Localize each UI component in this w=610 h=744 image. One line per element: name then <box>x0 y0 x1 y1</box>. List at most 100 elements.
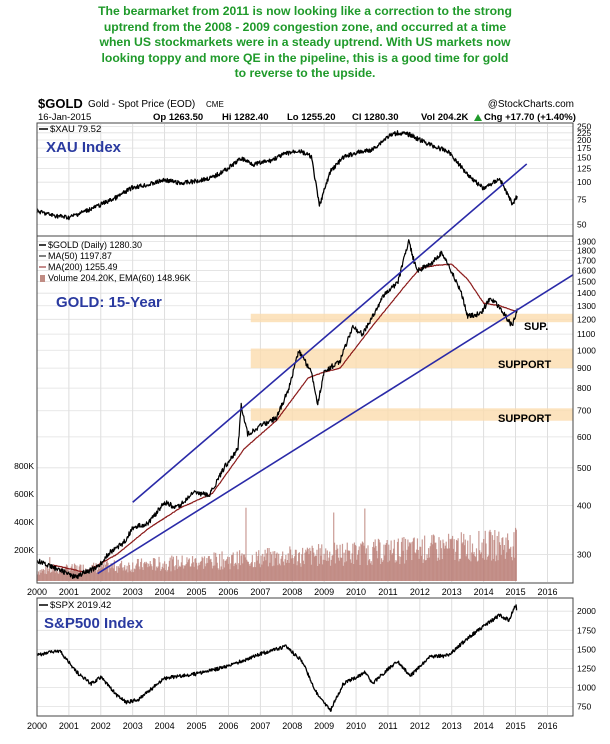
up-triangle-icon <box>474 114 482 121</box>
support-band <box>250 313 573 323</box>
y-tick-label: 1400 <box>577 288 596 298</box>
x-tick-label: 2014 <box>474 721 494 731</box>
y-tick-label: 1500 <box>577 644 596 654</box>
support-label-3: SUPPORT <box>498 413 551 425</box>
x-tick-label: 2001 <box>59 721 79 731</box>
x-tick-label: 2016 <box>537 587 557 597</box>
support-label-2: SUPPORT <box>498 359 551 371</box>
y-tick-label: 500 <box>577 463 591 473</box>
quote-volume: Vol 204.2K <box>421 112 468 123</box>
y-tick-label: 800 <box>577 383 591 393</box>
x-tick-label: 2009 <box>314 721 334 731</box>
y-tick-label: 1800 <box>577 246 596 256</box>
gold-legend-ma50: MA(50) 1197.87 <box>48 251 112 261</box>
y-tick-label: 50 <box>577 219 587 229</box>
spx-panel-frame <box>36 597 574 717</box>
volume-tick-label: 200K <box>14 545 34 555</box>
chart-symbol: $GOLD <box>38 96 83 111</box>
quote-change: Chg +17.70 (+1.40%) <box>484 112 576 123</box>
commentary-line: looking toppy and more QE in the pipelin… <box>101 50 509 65</box>
y-tick-label: 1200 <box>577 314 596 324</box>
x-tick-label: 2004 <box>155 721 175 731</box>
x-tick-label: 2004 <box>155 587 175 597</box>
y-tick-label: 75 <box>577 195 587 205</box>
y-tick-label: 1000 <box>577 345 596 355</box>
y-tick-label: 1250 <box>577 663 596 673</box>
commentary-line: when US stockmarkets were in a steady up… <box>99 35 511 49</box>
x-tick-label: 2003 <box>123 587 143 597</box>
x-tick-label: 2013 <box>442 587 462 597</box>
x-tick-label: 2008 <box>282 587 302 597</box>
x-tick-label: 2007 <box>250 721 270 731</box>
x-tick-label: 2002 <box>91 721 111 731</box>
x-tick-label: 2010 <box>346 721 366 731</box>
trend-lines <box>97 163 574 575</box>
xau-price-line <box>36 130 518 221</box>
x-tick-label: 2005 <box>187 587 207 597</box>
spx-legend: $SPX 2019.42 <box>50 600 111 611</box>
y-tick-label: 900 <box>577 363 591 373</box>
x-tick-label: 2000 <box>27 587 47 597</box>
chart-exchange: CME <box>206 100 224 109</box>
x-tick-label: 2003 <box>123 721 143 731</box>
chart-date: 16-Jan-2015 <box>38 112 91 123</box>
x-tick-label: 2013 <box>442 721 462 731</box>
x-tick-label: 2006 <box>218 721 238 731</box>
gold-legend-price: $GOLD (Daily) 1280.30 <box>48 240 142 250</box>
y-tick-label: 150 <box>577 152 591 162</box>
ma200-line <box>52 263 518 573</box>
y-tick-label: 300 <box>577 549 591 559</box>
x-tick-label: 2008 <box>282 721 302 731</box>
y-tick-label: 1750 <box>577 625 596 635</box>
y-tick-label: 200 <box>577 135 591 145</box>
y-tick-label: 1300 <box>577 301 596 311</box>
quote-open: Op 1263.50 <box>153 112 203 123</box>
chart-watermark: @StockCharts.com <box>488 99 574 110</box>
volume-tick-label: 400K <box>14 517 34 527</box>
x-tick-label: 2016 <box>537 721 557 731</box>
x-tick-label: 2012 <box>410 721 430 731</box>
y-tick-label: 100 <box>577 177 591 187</box>
commentary-line: uptrend from the 2008 - 2009 congestion … <box>103 19 507 34</box>
y-tick-label: 2000 <box>577 606 596 616</box>
y-tick-label: 175 <box>577 143 591 153</box>
y-tick-label: 600 <box>577 432 591 442</box>
spx-panel-label: S&P500 Index <box>44 615 144 632</box>
y-tick-label: 250 <box>577 121 591 131</box>
y-tick-label: 1900 <box>577 236 596 246</box>
trend-line <box>132 163 528 503</box>
spx-price-line <box>36 604 518 712</box>
gold-legend-volume: Volume 204.20K, EMA(60) 148.96K <box>48 273 191 283</box>
support-band <box>250 408 573 421</box>
x-tick-label: 2015 <box>506 587 526 597</box>
y-tick-label: 225 <box>577 128 591 138</box>
x-tick-label: 2000 <box>27 721 47 731</box>
x-tick-label: 2007 <box>250 587 270 597</box>
x-tick-label: 2015 <box>506 721 526 731</box>
y-tick-label: 1700 <box>577 255 596 265</box>
y-tick-label: 750 <box>577 702 591 712</box>
x-tick-label: 2002 <box>91 587 111 597</box>
x-tick-label: 2014 <box>474 587 494 597</box>
x-tick-label: 2001 <box>59 587 79 597</box>
xau-panel-label: XAU Index <box>46 139 122 156</box>
trend-line <box>97 274 574 575</box>
y-tick-label: 1600 <box>577 266 596 276</box>
support-bands <box>250 313 573 421</box>
x-tick-label: 2005 <box>187 721 207 731</box>
axis-labels: 2000200020012001200220022003200320042004… <box>14 121 596 731</box>
xau-legend: $XAU 79.52 <box>50 124 101 135</box>
volume-tick-label: 800K <box>14 461 34 471</box>
y-tick-label: 700 <box>577 406 591 416</box>
volume-bars <box>36 507 517 581</box>
gold-panel-label: GOLD: 15-Year <box>56 294 162 311</box>
y-tick-label: 125 <box>577 164 591 174</box>
x-tick-label: 2011 <box>378 587 397 597</box>
y-tick-label: 400 <box>577 501 591 511</box>
x-tick-label: 2006 <box>218 587 238 597</box>
support-band <box>250 348 573 369</box>
gold-price-line <box>36 239 518 580</box>
quote-close: Cl 1280.30 <box>352 112 398 123</box>
quote-low: Lo 1255.20 <box>287 112 336 123</box>
